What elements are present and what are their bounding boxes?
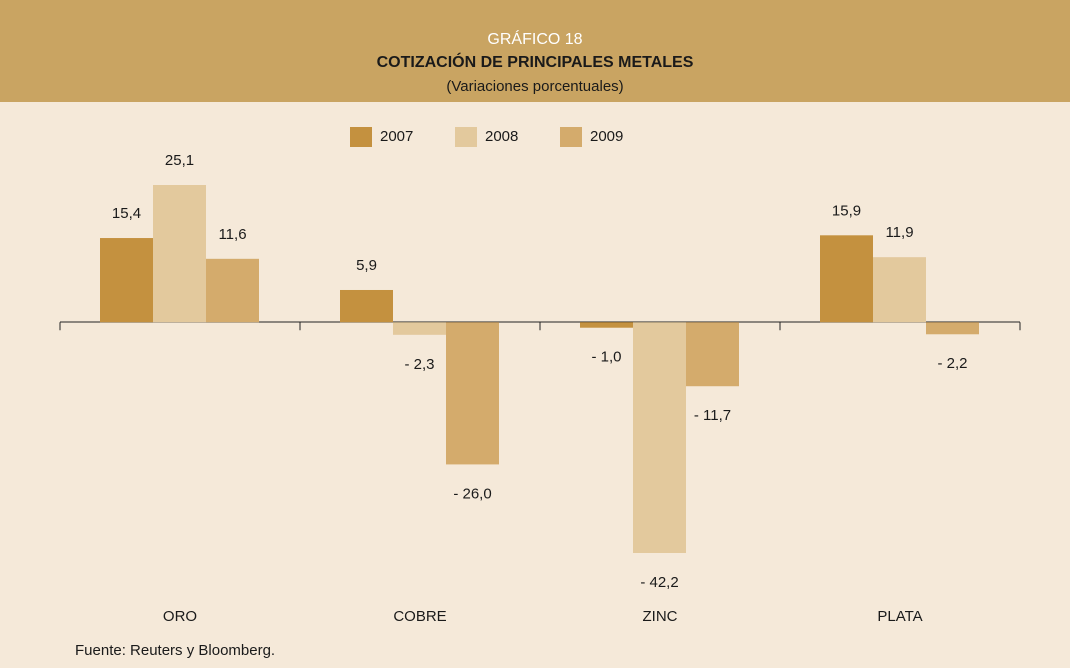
bar — [633, 322, 686, 553]
x-tick-label: ZINC — [643, 608, 678, 625]
header-band — [0, 0, 1070, 102]
legend-label: 2009 — [590, 128, 623, 145]
bar — [393, 322, 446, 335]
bar — [446, 322, 499, 465]
chart-label: GRÁFICO 18 — [487, 29, 582, 48]
x-tick-label: COBRE — [393, 608, 446, 625]
bar — [100, 238, 153, 323]
legend-swatch — [455, 127, 477, 147]
bar — [153, 185, 206, 323]
legend-swatch — [560, 127, 582, 147]
chart-subtitle: (Variaciones porcentuales) — [446, 78, 623, 95]
bar — [580, 322, 633, 328]
bar — [873, 257, 926, 323]
bar — [340, 289, 393, 323]
x-tick-label: PLATA — [877, 608, 922, 625]
value-label: 15,4 — [112, 205, 141, 222]
value-label: - 11,7 — [694, 407, 731, 424]
value-label: 5,9 — [356, 257, 377, 274]
value-label: - 2,2 — [937, 355, 967, 372]
value-label: - 2,3 — [404, 356, 434, 373]
source-note: Fuente: Reuters y Bloomberg. — [75, 642, 275, 659]
chart-title: COTIZACIÓN DE PRINCIPALES METALES — [377, 52, 694, 71]
x-tick-label: ORO — [163, 608, 197, 625]
value-label: 11,9 — [885, 224, 913, 241]
bar — [206, 258, 259, 323]
bar — [820, 235, 873, 323]
value-label: 15,9 — [832, 202, 861, 219]
legend-label: 2007 — [380, 128, 413, 145]
value-label: - 26,0 — [453, 485, 491, 502]
bar — [926, 322, 979, 335]
bar — [686, 322, 739, 387]
legend-label: 2008 — [485, 128, 518, 145]
value-label: - 1,0 — [591, 349, 621, 366]
legend-swatch — [350, 127, 372, 147]
value-label: 25,1 — [165, 152, 194, 169]
value-label: 11,6 — [218, 226, 246, 243]
value-label: - 42,2 — [640, 574, 678, 591]
